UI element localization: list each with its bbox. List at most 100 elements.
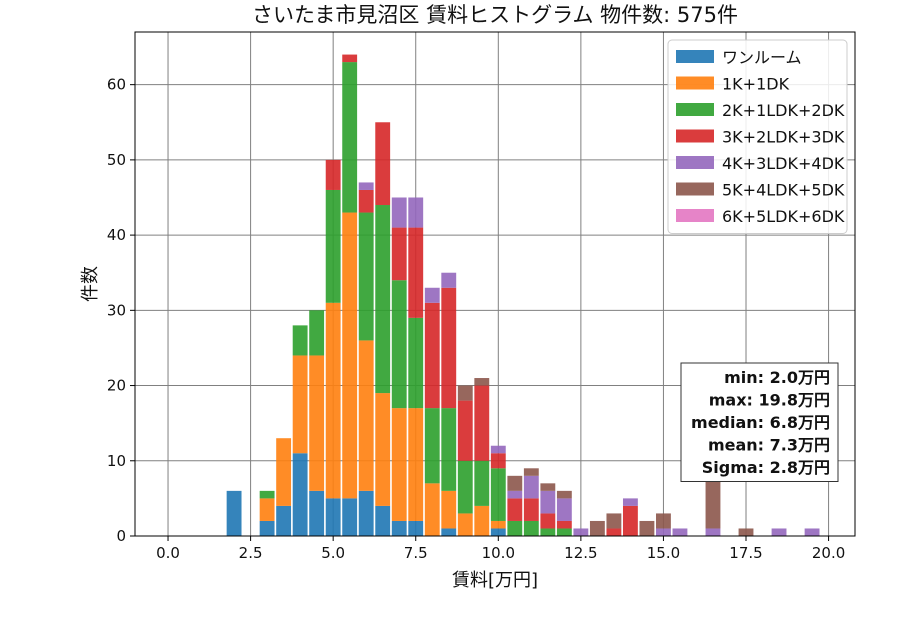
legend-swatch [676,209,714,222]
bar-segment-4 [490,453,506,469]
bar-segment-6 [656,513,671,529]
x-tick-label: 20.0 [812,544,845,562]
bar-segment-6 [738,528,754,536]
legend-swatch [676,76,714,90]
x-tick-label: 7.5 [404,544,428,562]
bar-segment-2 [424,483,440,536]
bar-segment-2 [325,302,341,499]
legend-swatch [676,50,714,63]
plot-frame [134,31,856,537]
bar-segment-1 [292,453,308,536]
bar-segment-5 [771,528,787,536]
bar-segment-2 [408,408,424,521]
bar-segment-4 [424,302,440,409]
bar-segment-6 [457,385,473,401]
bar-segment-5 [424,287,440,303]
bar-segment-3 [556,528,572,536]
chart-title: さいたま市見沼区 賃料ヒストグラム 物件数: 575件 [252,3,738,27]
bar-segment-4 [391,227,407,281]
legend-swatch [676,156,714,169]
stats-line: min: 2.0万円 [724,368,830,387]
x-tick-label: 15.0 [647,544,680,562]
bar-segment-3 [490,468,506,521]
stats-line: max: 19.8万円 [709,391,830,410]
bar-segment-4 [523,498,539,521]
bar-segment-1 [309,490,325,536]
bar-segment-6 [507,475,523,491]
legend-swatch [676,182,714,196]
bar-segment-3 [309,310,325,356]
bar-segment-3 [457,460,473,514]
bar-segment-1 [490,528,506,536]
y-tick-label: 0 [116,527,126,545]
bars [226,54,820,536]
bar-segment-5 [507,490,523,499]
bar-segment-1 [375,505,391,536]
bar-segment-1 [325,498,341,536]
bar-segment-4 [622,505,638,536]
bar-segment-2 [342,212,358,499]
legend-label: 1K+1DK [722,75,790,94]
legend-swatch [676,103,714,116]
bar-segment-4 [441,287,457,409]
y-tick-label: 40 [107,226,126,244]
bar-segment-4 [540,513,556,529]
stats-frame [680,362,839,482]
bar-segment-5 [573,528,589,536]
bar-segment-4 [325,159,341,190]
bar-segment-5 [705,528,721,536]
legend-label: 5K+4LDK+5DK [722,181,845,200]
bar-segment-5 [656,528,671,536]
x-axis: 0.0 2.5 5.0 7.5 10.0 12.5 15.0 17.5 20.0 [156,536,845,562]
y-axis-label: 件数 [80,266,101,302]
y-tick-label: 50 [107,151,126,169]
x-tick-label: 12.5 [564,544,597,562]
bar-segment-3 [358,212,374,341]
stats-line: median: 6.8万円 [691,413,830,432]
bar-segment-3 [441,408,457,491]
bar-segment-3 [375,205,391,394]
bar-segment-3 [342,62,358,213]
bar-segment-2 [457,513,473,536]
bar-segment-3 [325,189,341,303]
x-axis-label: 賃料[万円] [452,570,538,591]
bar-segment-2 [276,438,292,506]
bar-segment-4 [606,528,622,536]
bar-segment-2 [375,393,391,506]
bar-segment-4 [457,400,473,461]
bar-segment-3 [474,460,490,506]
y-tick-label: 10 [107,452,126,470]
bar-segment-1 [259,520,275,536]
bar-segment-4 [507,498,523,521]
bar-segment-6 [705,475,721,529]
stats-line: Sigma: 2.8万円 [702,458,830,477]
legend-label: 4K+3LDK+4DK [722,154,845,173]
bar-segment-5 [804,528,820,536]
legend-swatch [676,129,714,143]
bar-segment-3 [391,280,407,409]
bar-segment-2 [490,520,506,529]
bar-segment-1 [441,528,457,536]
bar-segment-1 [226,490,242,536]
bar-segment-3 [424,408,440,484]
bar-segment-5 [556,498,572,521]
bar-segment-3 [507,520,523,536]
bar-segment-6 [474,378,490,386]
bar-segment-2 [474,505,490,536]
bar-segment-1 [391,520,407,536]
bar-segment-4 [358,189,374,213]
bar-segment-6 [523,468,539,476]
bar-segment-4 [408,227,424,318]
legend: ワンルーム 1K+1DK 2K+1LDK+2DK 3K+2LDK+3DK 4K+3LDK… [667,39,848,234]
bar-segment-5 [540,490,556,514]
bar-segment-1 [276,505,292,536]
bar-segment-3 [259,490,275,499]
bar-segment-5 [391,197,407,228]
stats-box: min: 2.0万円 max: 19.8万円 median: 6.8万円 mean: … [680,362,839,482]
bar-segment-6 [639,520,655,536]
bar-segment-5 [523,475,539,499]
bar-segment-5 [358,182,374,190]
bar-segment-6 [606,513,622,529]
bar-segment-6 [589,520,605,536]
